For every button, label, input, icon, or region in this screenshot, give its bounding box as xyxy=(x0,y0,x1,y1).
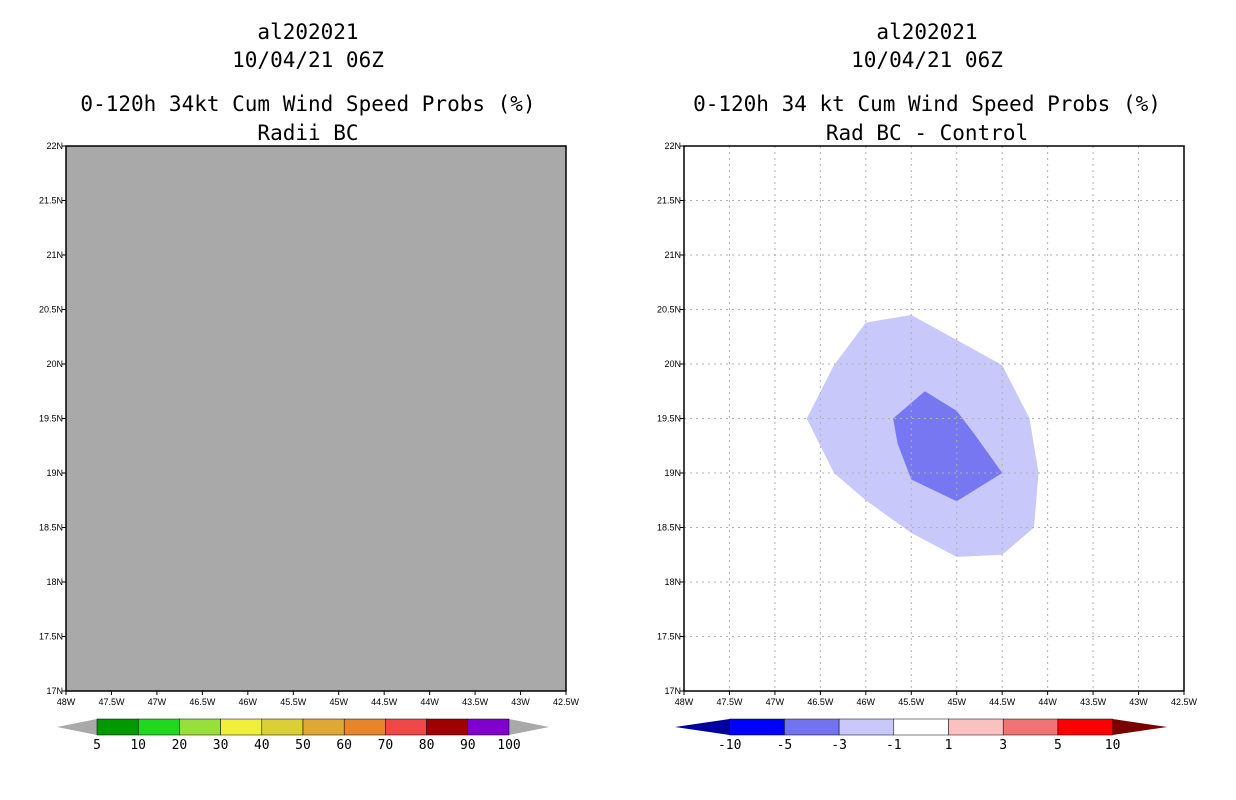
left-colorbar-label: 20 xyxy=(172,738,188,753)
right-colorbar-label: -10 xyxy=(718,738,741,753)
left-x-tick-label: 42.5W xyxy=(553,697,580,707)
right-y-tick-label: 18N xyxy=(664,577,681,587)
left-x-tick-label: 45W xyxy=(329,697,348,707)
left-y-tick-label: 19.5N xyxy=(39,414,63,424)
left-x-tick-label: 44W xyxy=(420,697,439,707)
left-colorbar-segment xyxy=(426,718,469,736)
right-colorbar-segment xyxy=(948,718,1004,736)
right-x-tick-label: 45.5W xyxy=(898,697,925,707)
left-y-tick-label: 19N xyxy=(46,468,63,478)
right-colorbar-high-arrow xyxy=(1112,719,1168,735)
right-y-tick-label: 18.5N xyxy=(657,523,681,533)
left-colorbar-segment xyxy=(302,718,345,736)
left-y-tick-label: 21.5N xyxy=(39,196,63,206)
left-colorbar-label: 70 xyxy=(378,738,394,753)
left-x-tick-label: 44.5W xyxy=(371,697,398,707)
right-colorbar-label: 1 xyxy=(945,738,953,753)
left-x-tick-label: 47W xyxy=(148,697,167,707)
left-chart-subtitle: Radii BC xyxy=(257,121,359,145)
right-colorbar-label: -5 xyxy=(777,738,793,753)
right-x-tick-label: 43.5W xyxy=(1080,697,1107,707)
left-no-data-field xyxy=(66,146,566,691)
left-y-tick-label: 22N xyxy=(46,141,63,151)
right-y-tick-label: 21.5N xyxy=(657,196,681,206)
right-y-tick-label: 19N xyxy=(664,468,681,478)
right-y-tick-label: 22N xyxy=(664,141,681,151)
left-colorbar-label: 10 xyxy=(130,738,146,753)
right-x-tick-label: 46.5W xyxy=(807,697,834,707)
left-x-tick-label: 48W xyxy=(57,697,76,707)
left-y-tick-label: 18.5N xyxy=(39,523,63,533)
right-chart-title: 0-120h 34 kt Cum Wind Speed Probs (%) xyxy=(693,92,1161,116)
left-x-tick-label: 47.5W xyxy=(98,697,125,707)
left-colorbar-label: 90 xyxy=(460,738,476,753)
right-colorbar-label: 5 xyxy=(1054,738,1062,753)
left-colorbar-segment xyxy=(137,718,180,736)
right-colorbar-segment xyxy=(1057,718,1113,736)
right-y-tick-label: 20N xyxy=(664,359,681,369)
left-colorbar-segment xyxy=(385,718,427,736)
left-colorbar-high-arrow xyxy=(509,719,549,735)
right-y-tick-label: 21N xyxy=(664,250,681,260)
right-contour-inner xyxy=(893,391,1003,502)
right-datetime: 10/04/21 06Z xyxy=(851,48,1003,72)
right-x-tick-label: 45W xyxy=(947,697,966,707)
right-x-tick-label: 46W xyxy=(857,697,876,707)
left-colorbar-label: 60 xyxy=(336,738,352,753)
left-colorbar-segment xyxy=(96,718,139,736)
right-y-tick-label: 20.5N xyxy=(657,305,681,315)
left-colorbar-segment xyxy=(179,718,221,736)
left-storm-id: al202021 xyxy=(257,20,359,44)
left-y-tick-label: 20N xyxy=(46,359,63,369)
left-colorbar-label: 50 xyxy=(295,738,311,753)
left-colorbar-label: 100 xyxy=(497,738,520,753)
right-x-tick-label: 44W xyxy=(1038,697,1057,707)
left-y-tick-label: 20.5N xyxy=(39,305,63,315)
left-colorbar-label: 80 xyxy=(419,738,435,753)
right-x-tick-label: 48W xyxy=(675,697,694,707)
right-y-tick-label: 17.5N xyxy=(657,632,681,642)
left-colorbar-segment xyxy=(467,718,510,736)
right-x-tick-label: 43W xyxy=(1129,697,1148,707)
left-y-tick-label: 17N xyxy=(46,686,63,696)
left-datetime: 10/04/21 06Z xyxy=(232,48,384,72)
right-x-tick-label: 42.5W xyxy=(1171,697,1198,707)
right-storm-id: al202021 xyxy=(876,20,978,44)
right-x-tick-label: 47.5W xyxy=(716,697,743,707)
right-colorbar-segment xyxy=(784,718,840,736)
left-x-tick-label: 46W xyxy=(239,697,258,707)
right-colorbar-low-arrow xyxy=(675,719,730,735)
right-colorbar-segment xyxy=(838,718,895,736)
left-x-tick-label: 46.5W xyxy=(189,697,216,707)
left-colorbar-label: 30 xyxy=(213,738,229,753)
left-x-tick-label: 43.5W xyxy=(462,697,489,707)
right-x-tick-label: 47W xyxy=(766,697,785,707)
left-x-tick-label: 45.5W xyxy=(280,697,307,707)
left-y-tick-label: 18N xyxy=(46,577,63,587)
right-colorbar-label: -3 xyxy=(831,738,847,753)
left-x-tick-label: 43W xyxy=(511,697,530,707)
left-colorbar-label: 40 xyxy=(254,738,270,753)
left-map-panel: 48W 47.5W 47W 46.5W 46W 45.5W 45W 44.5W 44W 43.5W… xyxy=(39,141,580,753)
right-colorbar-label: 10 xyxy=(1105,738,1121,753)
left-colorbar-label: 5 xyxy=(93,738,101,753)
right-colorbar-label: -1 xyxy=(886,738,902,753)
left-y-tick-label: 17.5N xyxy=(39,632,63,642)
right-y-tick-label: 19.5N xyxy=(657,414,681,424)
left-colorbar-low-arrow xyxy=(57,719,97,735)
right-colorbar-segment xyxy=(1002,718,1059,736)
right-chart-subtitle: Rad BC - Control xyxy=(825,121,1029,145)
right-map-panel: 48W 47.5W 47W 46.5W 46W 45.5W 45W 44.5W 44W 43.5W… xyxy=(657,141,1198,753)
left-colorbar-segment xyxy=(343,718,386,736)
left-colorbar-segment xyxy=(261,718,304,736)
right-y-tick-label: 17N xyxy=(664,686,681,696)
right-colorbar-segment xyxy=(729,718,785,736)
left-y-tick-label: 21N xyxy=(46,250,63,260)
left-chart-title: 0-120h 34kt Cum Wind Speed Probs (%) xyxy=(80,92,536,116)
right-colorbar-segment xyxy=(893,718,949,736)
right-colorbar-label: 3 xyxy=(999,738,1007,753)
left-colorbar-segment xyxy=(220,718,263,736)
right-x-tick-label: 44.5W xyxy=(989,697,1016,707)
